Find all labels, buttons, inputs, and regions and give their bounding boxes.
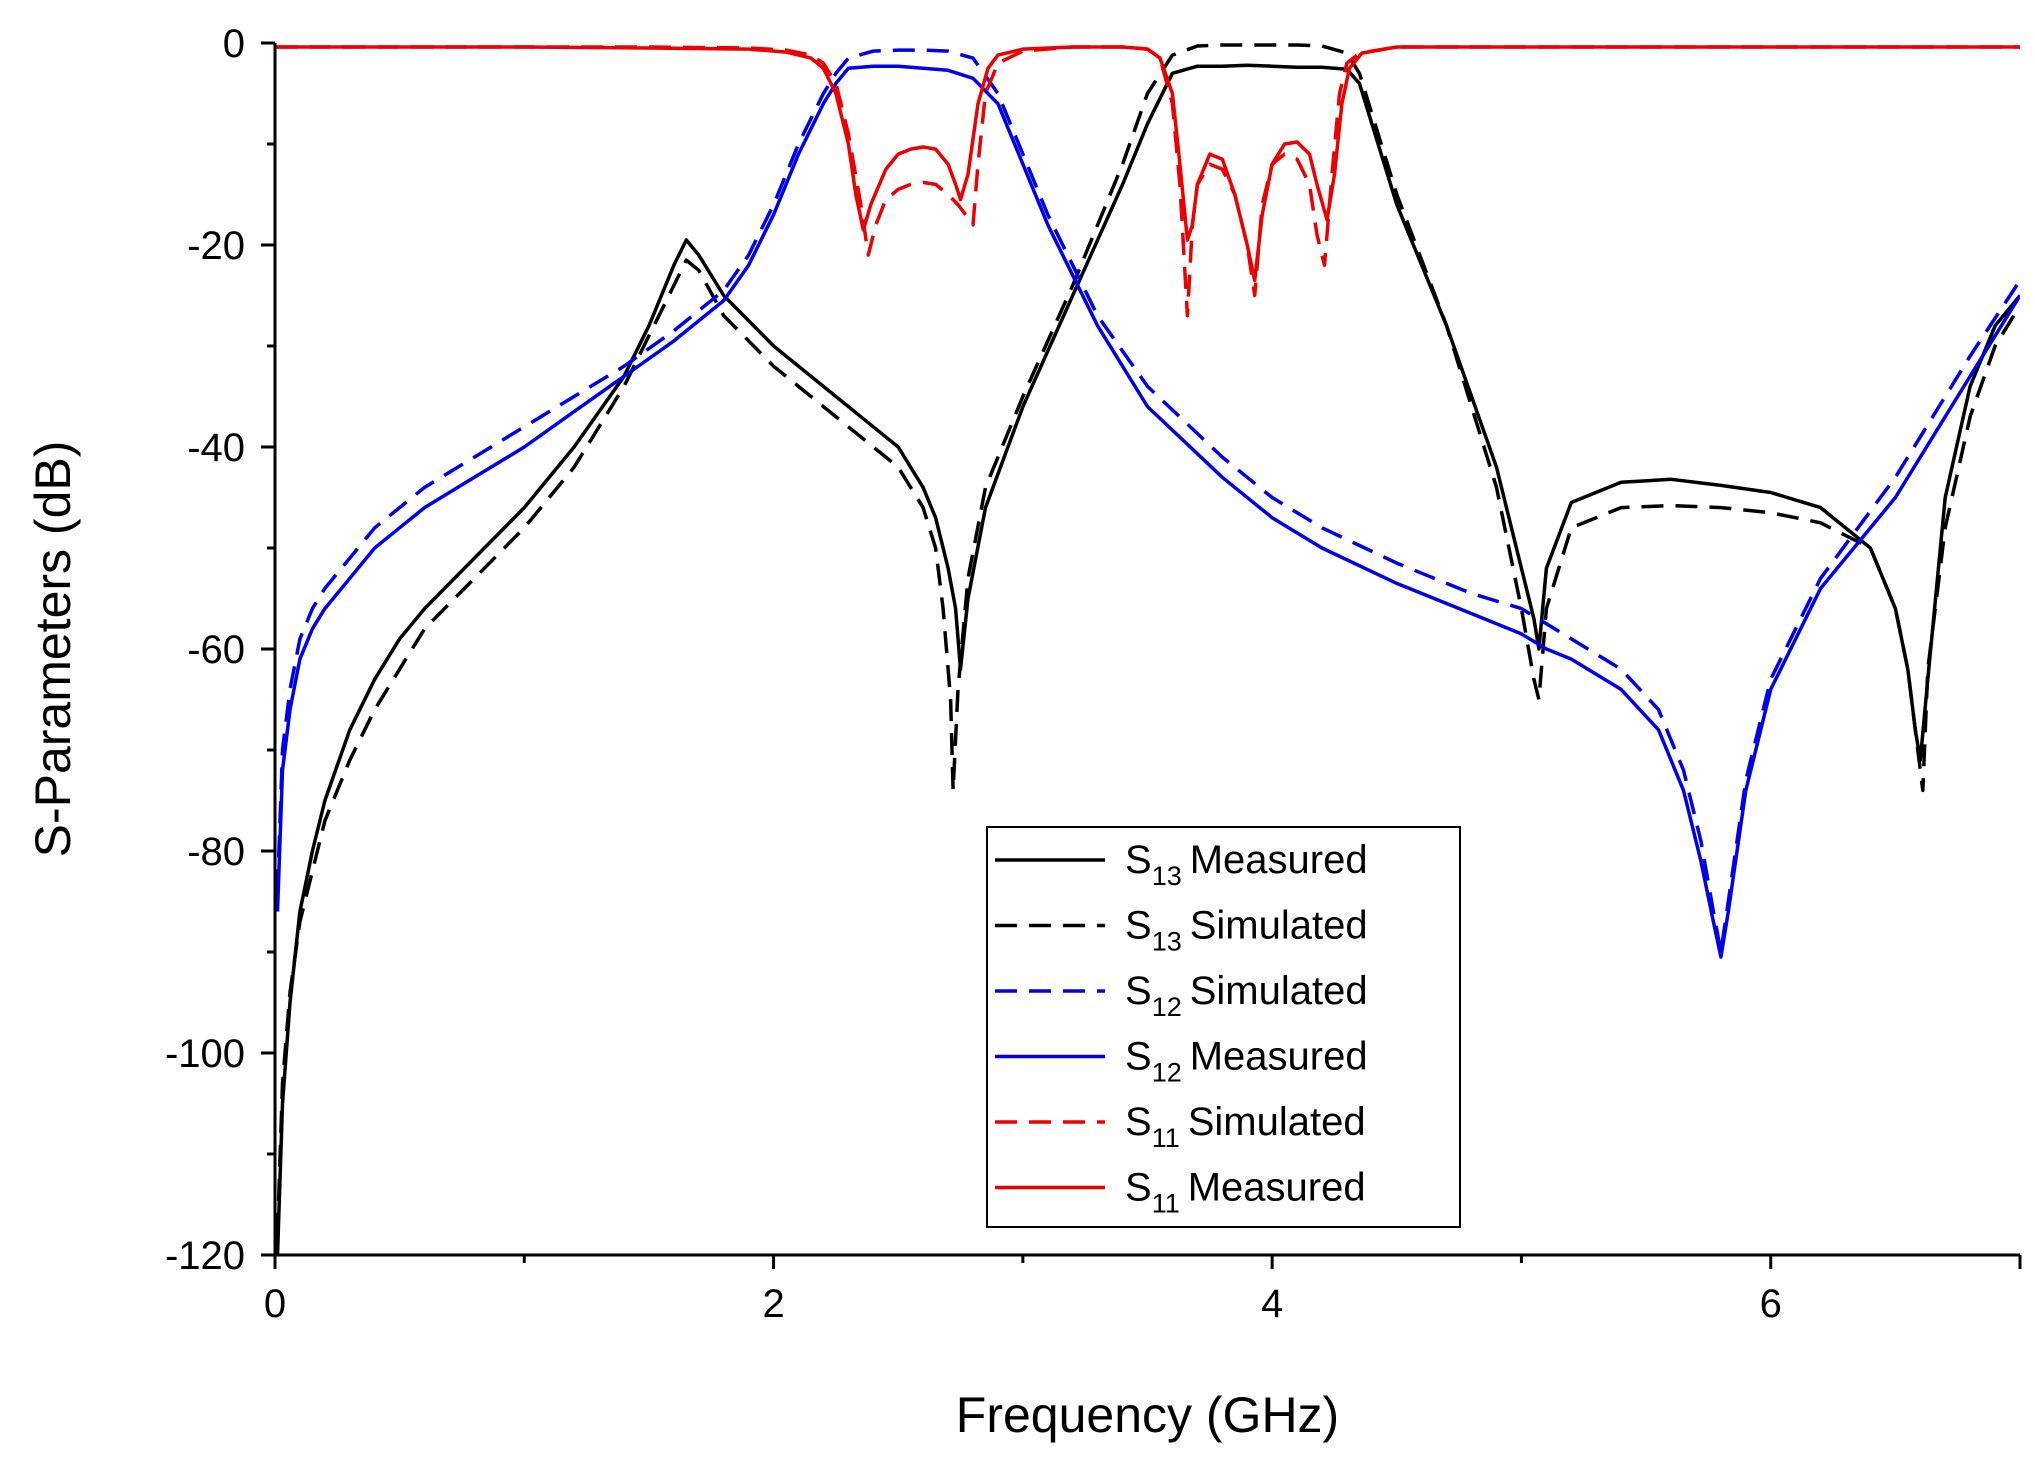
- tick-labels: 0 2 4 6 0 -20 -40 -60 -80 -100 -120: [165, 22, 1782, 1326]
- series-line-13-simulated: [275, 43, 2020, 1235]
- legend: S13 Measured S13 Simulated S12 Simulated S12 Me…: [986, 826, 1461, 1228]
- x-tick-label: 6: [1760, 1282, 1782, 1326]
- series-line-13-measured: [275, 63, 2020, 1255]
- legend-box: [986, 826, 1461, 1228]
- x-axis-title: Frequency (GHz): [956, 1387, 1339, 1443]
- legend-entry: S13 Measured: [1125, 838, 1368, 891]
- x-tick-label: 2: [762, 1282, 784, 1326]
- series-line-11-measured: [275, 45, 2020, 283]
- series-line-12-simulated: [275, 48, 2020, 954]
- legend-entry: S13 Simulated: [1125, 904, 1368, 957]
- x-tick-label: 4: [1261, 1282, 1283, 1326]
- y-tick-label: -40: [187, 426, 245, 470]
- series-lines: [275, 43, 2020, 1255]
- legend-entry: S11 Simulated: [1125, 1100, 1366, 1153]
- series-line-11-simulated: [275, 45, 2020, 318]
- axes: [261, 41, 2022, 1269]
- y-tick-label: 0: [223, 22, 245, 66]
- y-tick-label: -20: [187, 224, 245, 268]
- y-tick-label: -80: [187, 830, 245, 874]
- legend-entry: S12 Measured: [1125, 1035, 1368, 1088]
- y-tick-label: -120: [165, 1234, 245, 1278]
- y-tick-label: -60: [187, 628, 245, 672]
- series-line-12-measured: [275, 64, 2020, 959]
- legend-entry: S12 Simulated: [1125, 969, 1368, 1022]
- legend-entry: S11 Measured: [1125, 1166, 1366, 1219]
- y-tick-label: -100: [165, 1032, 245, 1076]
- y-axis-title: S-Parameters (dB): [25, 441, 81, 858]
- x-tick-label: 0: [264, 1282, 286, 1326]
